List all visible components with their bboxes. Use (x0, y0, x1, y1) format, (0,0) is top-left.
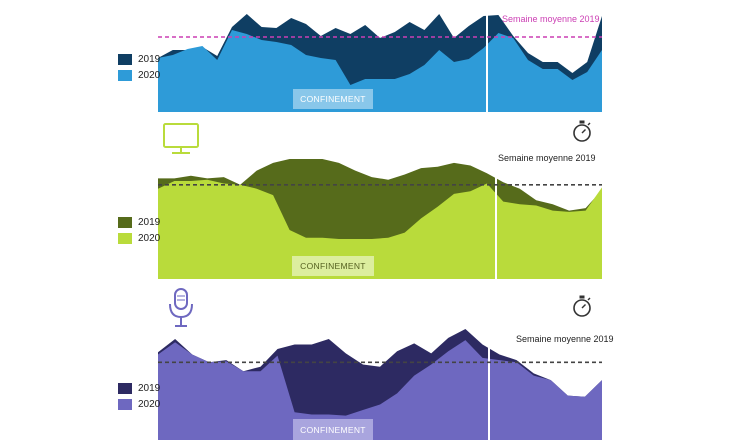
stopwatch-icon (573, 295, 591, 317)
stopwatch-icon (573, 120, 591, 142)
legend-item-2020: 2020 (118, 68, 160, 82)
average-label-1: Semaine moyenne 2019 (502, 14, 600, 24)
legend-item-2019: 2019 (118, 381, 160, 395)
chart-panel-3 (158, 327, 602, 440)
legend-swatch-2019 (118, 216, 132, 228)
legend-swatch-2019 (118, 382, 132, 394)
legend-swatch-2020 (118, 398, 132, 410)
legend-1: 2019 2020 (118, 52, 160, 84)
legend-item-2019: 2019 (118, 52, 160, 66)
average-label-2: Semaine moyenne 2019 (498, 153, 596, 163)
average-label-3: Semaine moyenne 2019 (516, 334, 614, 344)
microphone-icon (169, 288, 193, 327)
period-label-3: CONFINEMENT (293, 419, 373, 440)
area-series-2020 (158, 179, 602, 279)
legend-swatch-2020 (118, 69, 132, 81)
area-series-2020 (158, 340, 602, 440)
chart-panel-2 (158, 148, 602, 279)
tv-icon (163, 123, 199, 154)
period-label-2: CONFINEMENT (292, 256, 374, 276)
period-label-1: CONFINEMENT (293, 89, 373, 109)
legend-label-2019: 2019 (138, 382, 161, 394)
legend-label-2019: 2019 (138, 53, 161, 65)
legend-label-2020: 2020 (138, 398, 161, 410)
legend-item-2020: 2020 (118, 231, 160, 245)
legend-swatch-2020 (118, 232, 132, 244)
legend-3: 2019 2020 (118, 381, 160, 413)
legend-label-2020: 2020 (138, 232, 161, 244)
legend-item-2019: 2019 (118, 215, 160, 229)
legend-swatch-2019 (118, 53, 132, 65)
chart-panel-1 (158, 10, 602, 112)
legend-item-2020: 2020 (118, 397, 160, 411)
legend-label-2019: 2019 (138, 216, 161, 228)
legend-2: 2019 2020 (118, 215, 160, 247)
area-series-2020 (158, 30, 602, 112)
legend-label-2020: 2020 (138, 69, 161, 81)
